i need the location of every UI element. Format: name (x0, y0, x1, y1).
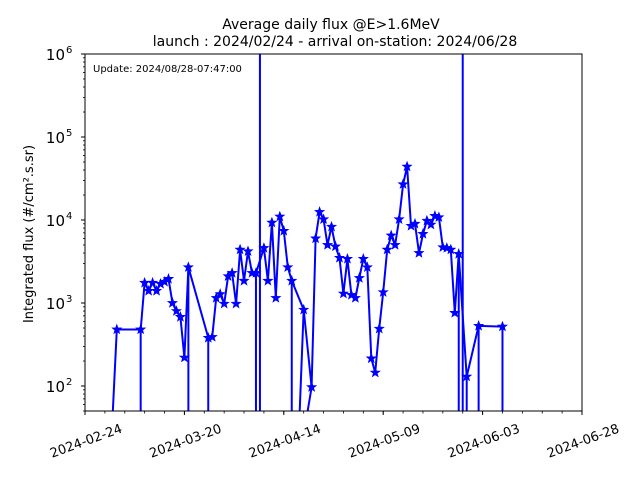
data-point-marker (278, 225, 290, 236)
data-point-marker (178, 351, 191, 363)
data-point-marker (111, 323, 123, 335)
data-point-marker (353, 272, 365, 283)
series-layer (111, 54, 509, 412)
y-tick-exponent: 5 (66, 128, 72, 139)
x-tick-label: 2024-02-24 (48, 422, 124, 462)
data-point-marker (445, 243, 457, 255)
data-point-marker (270, 292, 282, 303)
y-tick-exponent: 4 (66, 211, 72, 222)
x-axis: 2024-02-24 2024-03-20 2024-04-14 2024-05-09… (48, 411, 621, 462)
data-point-marker (389, 239, 401, 250)
data-point-marker (337, 287, 350, 299)
data-point-marker (369, 366, 381, 378)
y-tick-label: 10 (46, 129, 65, 147)
data-point-marker (230, 297, 242, 309)
series-drop (111, 329, 118, 412)
data-point-marker (341, 253, 354, 264)
data-point-marker (162, 273, 175, 284)
data-point-marker (174, 311, 187, 322)
data-point-marker (449, 307, 461, 318)
data-point-marker (433, 211, 445, 223)
y-tick-label: 10 (46, 46, 65, 64)
data-point-marker (258, 242, 270, 253)
y-tick-label: 10 (46, 295, 65, 313)
data-point-marker (417, 228, 429, 239)
data-point-marker (326, 220, 338, 232)
data-point-marker (453, 248, 465, 259)
data-point-marker (135, 323, 147, 335)
data-point-marker (166, 297, 178, 308)
data-point-marker (377, 286, 389, 297)
data-point-marker (226, 267, 238, 278)
y-axis-label: Integrated flux (#/cm².s.sr) (22, 145, 37, 323)
data-point-marker (274, 210, 286, 222)
y-tick-label: 10 (46, 378, 65, 396)
data-point-marker (397, 178, 409, 189)
x-tick-label: 2024-06-28 (545, 422, 621, 462)
data-point-marker (238, 274, 250, 286)
data-point-marker (409, 217, 421, 229)
data-point-marker (234, 243, 246, 255)
data-point-marker (313, 206, 326, 217)
data-point-marker (143, 285, 155, 296)
data-point-marker (361, 261, 373, 273)
data-point-marker (262, 274, 274, 286)
x-tick-label: 2024-06-03 (446, 422, 522, 462)
data-point-marker (250, 267, 262, 278)
data-point-marker (170, 305, 183, 316)
data-point-marker (413, 247, 425, 258)
data-point-marker (242, 245, 254, 256)
y-tick-exponent: 2 (66, 377, 72, 388)
data-point-marker (425, 218, 437, 230)
data-point-marker (401, 160, 413, 172)
series-drop (306, 386, 313, 412)
data-point-marker (393, 213, 405, 224)
series-line (116, 165, 503, 389)
chart-title-line1: Average daily flux @E>1.6MeV (222, 17, 440, 33)
series-drop (298, 309, 305, 412)
x-tick-label: 2024-05-09 (346, 422, 422, 462)
data-point-marker (306, 381, 318, 392)
data-point-marker (496, 320, 509, 332)
data-point-marker (282, 261, 294, 273)
data-point-marker (218, 297, 230, 309)
data-point-marker (349, 292, 361, 303)
data-point-marker (373, 322, 385, 334)
data-point-marker (182, 261, 194, 273)
data-point-marker (365, 352, 377, 364)
data-point-marker (286, 274, 298, 286)
update-annotation: Update: 2024/08/28-07:47:00 (93, 64, 242, 75)
x-tick-label: 2024-03-20 (148, 422, 224, 462)
chart-title-line2: launch : 2024/02/24 - arrival on-station… (153, 34, 518, 50)
y-tick-exponent: 3 (66, 294, 72, 305)
data-point-marker (321, 239, 334, 250)
x-tick-label: 2024-04-14 (247, 422, 323, 462)
data-point-marker (317, 213, 330, 224)
data-point-marker (214, 288, 226, 299)
data-point-marker (150, 285, 163, 296)
data-point-marker (385, 229, 397, 241)
data-point-marker (206, 331, 218, 342)
data-point-marker (266, 216, 278, 228)
y-tick-label: 10 (46, 212, 65, 230)
data-point-marker (473, 320, 485, 331)
data-point-marker (357, 253, 369, 264)
y-tick-exponent: 6 (66, 45, 72, 56)
data-point-marker (298, 303, 310, 315)
data-point-marker (310, 232, 322, 244)
data-point-marker (146, 276, 159, 288)
data-point-marker (329, 240, 342, 252)
data-point-marker (461, 370, 473, 382)
data-point-marker (333, 252, 346, 263)
data-point-marker (381, 243, 393, 255)
